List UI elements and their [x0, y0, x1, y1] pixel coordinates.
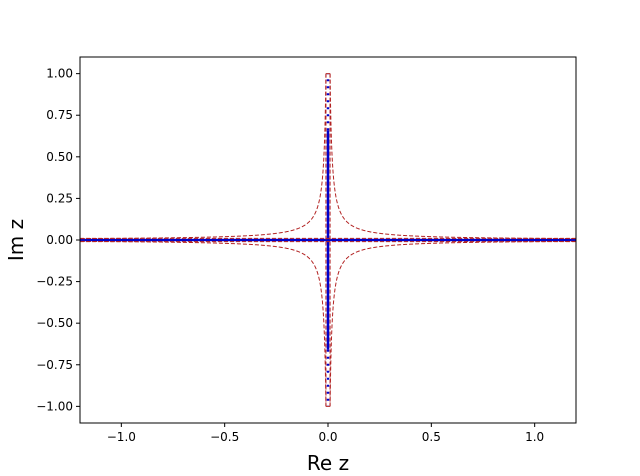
hyperbola-branch [80, 73, 327, 240]
y-axis-label: Im z [4, 219, 28, 261]
y-tick-label: 1.00 [46, 67, 73, 81]
series-group [80, 73, 576, 407]
y-tick-label: 0.75 [46, 108, 73, 122]
x-axis-label: Re z [307, 451, 349, 475]
x-tick-label: 0.0 [318, 430, 337, 444]
x-tick-label: −1.0 [107, 430, 136, 444]
y-tick-label: −0.75 [36, 358, 73, 372]
x-tick-label: 0.5 [422, 430, 441, 444]
x-axis: −1.0 −0.5 0.0 0.5 1.0 [107, 423, 544, 444]
plot-area [79, 56, 577, 424]
y-tick-label: −0.25 [36, 275, 73, 289]
y-tick-label: −0.50 [36, 316, 73, 330]
y-tick-label: 0.50 [46, 150, 73, 164]
y-tick-label: 0.00 [46, 233, 73, 247]
hyperbola-branch [80, 240, 327, 407]
hyperbola-branch [329, 240, 576, 407]
y-axis: 1.00 0.75 0.50 0.25 0.00 −0.25 −0.50 −0.75 −1.00 [36, 67, 80, 413]
series-layer [80, 73, 576, 407]
hyperbola-branch [329, 73, 576, 240]
x-tick-label: 1.0 [525, 430, 544, 444]
y-tick-label: −1.00 [36, 399, 73, 413]
x-tick-label: −0.5 [210, 430, 239, 444]
y-tick-label: 0.25 [46, 191, 73, 205]
